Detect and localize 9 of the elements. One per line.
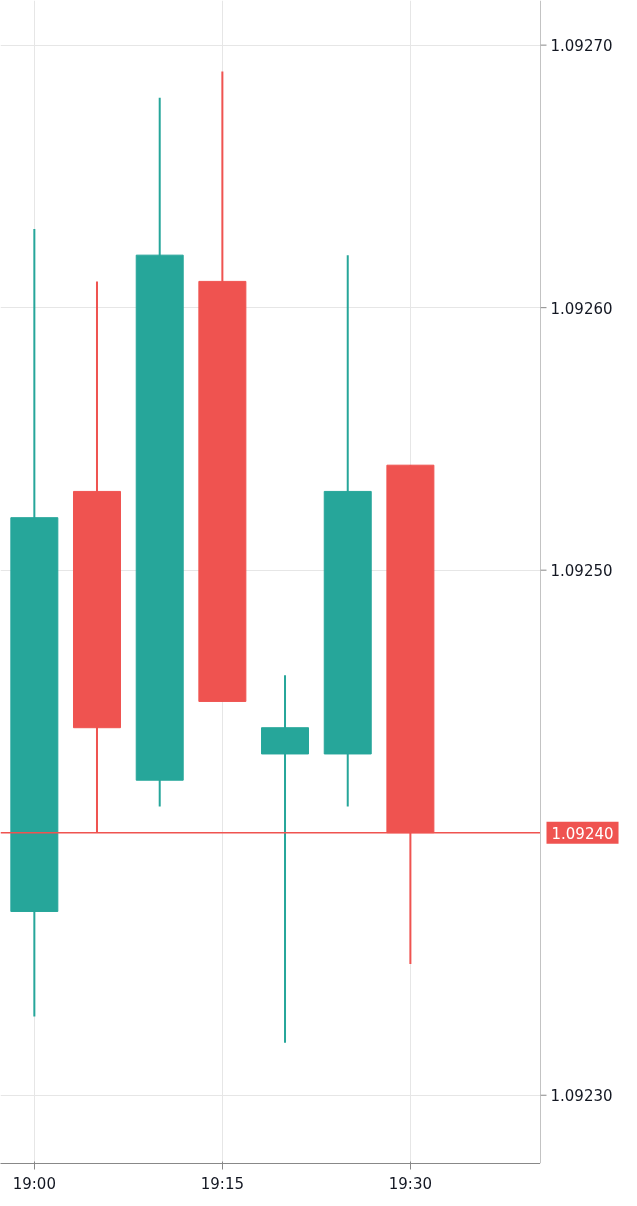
y-tick-label: 1.09230 xyxy=(550,1087,613,1106)
y-tick-label: 1.09260 xyxy=(550,299,613,318)
y-tick-label: 1.09250 xyxy=(550,562,613,581)
y-tick-label: 1.09270 xyxy=(550,37,613,56)
x-tick-label: 19:00 xyxy=(12,1174,56,1193)
ref-line-label: 1.09240 xyxy=(551,824,614,843)
x-tick-label: 19:15 xyxy=(200,1174,244,1193)
candlestick xyxy=(261,674,310,1044)
x-tick-label: 19:30 xyxy=(388,1174,433,1193)
